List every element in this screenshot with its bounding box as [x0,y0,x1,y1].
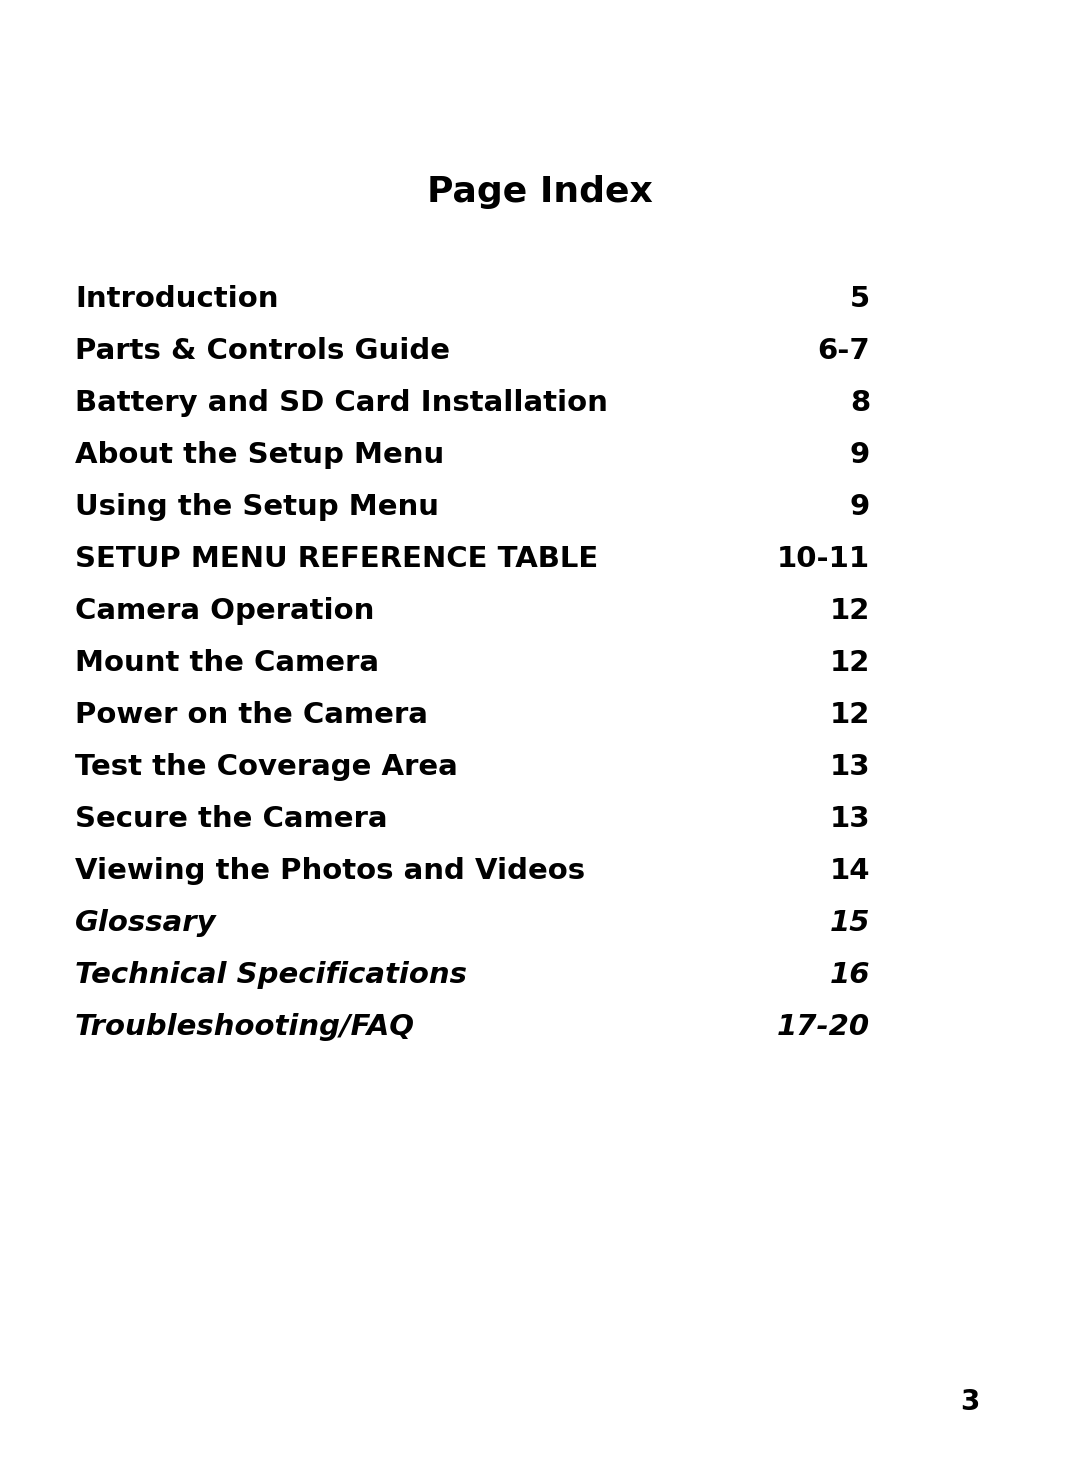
Text: Viewing the Photos and Videos: Viewing the Photos and Videos [75,857,585,886]
Text: 9: 9 [850,493,870,521]
Text: 12: 12 [829,597,870,625]
Text: SETUP MENU REFERENCE TABLE: SETUP MENU REFERENCE TABLE [75,545,598,573]
Text: Troubleshooting/FAQ: Troubleshooting/FAQ [75,1013,415,1041]
Text: Test the Coverage Area: Test the Coverage Area [75,752,458,780]
Text: 12: 12 [829,649,870,677]
Text: 9: 9 [850,441,870,469]
Text: Battery and SD Card Installation: Battery and SD Card Installation [75,390,608,418]
Text: About the Setup Menu: About the Setup Menu [75,441,444,469]
Text: 6-7: 6-7 [818,338,870,364]
Text: Mount the Camera: Mount the Camera [75,649,379,677]
Text: 13: 13 [829,806,870,832]
Text: 3: 3 [960,1388,980,1416]
Text: 16: 16 [829,961,870,989]
Text: Power on the Camera: Power on the Camera [75,701,428,729]
Text: Parts & Controls Guide: Parts & Controls Guide [75,338,450,364]
Text: Secure the Camera: Secure the Camera [75,806,388,832]
Text: 12: 12 [829,701,870,729]
Text: Technical Specifications: Technical Specifications [75,961,467,989]
Text: 14: 14 [829,857,870,886]
Text: Using the Setup Menu: Using the Setup Menu [75,493,438,521]
Text: 17-20: 17-20 [777,1013,870,1041]
Text: 5: 5 [850,284,870,312]
Text: 8: 8 [850,390,870,418]
Text: 15: 15 [829,909,870,937]
Text: 10-11: 10-11 [777,545,870,573]
Text: Introduction: Introduction [75,284,279,312]
Text: Glossary: Glossary [75,909,217,937]
Text: Camera Operation: Camera Operation [75,597,375,625]
Text: 13: 13 [829,752,870,780]
Text: Page Index: Page Index [427,175,653,209]
